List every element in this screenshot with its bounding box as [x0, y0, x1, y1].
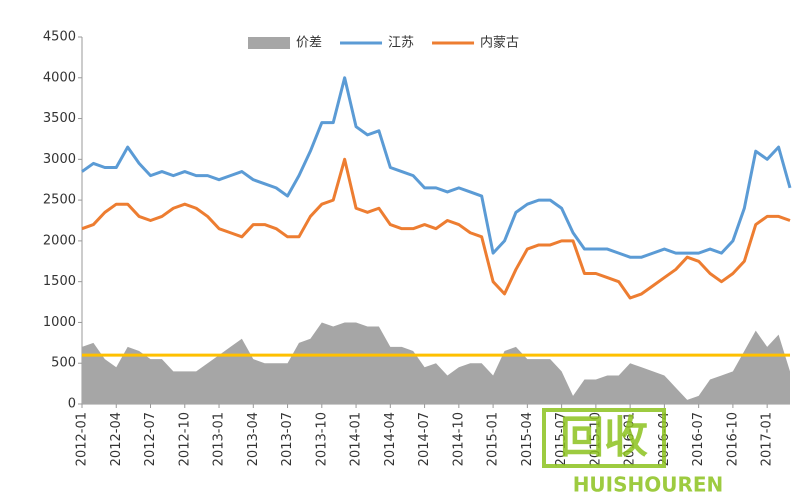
- watermark-text: 回收: [560, 412, 648, 463]
- legend-item: 江苏: [340, 35, 414, 51]
- x-tick-label: 2015-10: [588, 412, 603, 466]
- y-tick-label: 2000: [43, 233, 76, 248]
- x-tick-label: 2016-07: [691, 412, 706, 466]
- x-tick-label: 2013-01: [212, 412, 227, 466]
- x-tick-label: 2012-10: [177, 412, 192, 466]
- x-tick-label: 2013-04: [246, 412, 261, 466]
- x-tick-label: 2012-04: [109, 412, 124, 466]
- x-tick-label: 2016-10: [725, 412, 740, 466]
- y-tick-label: 3500: [43, 111, 76, 126]
- x-tick-label: 2014-07: [417, 412, 432, 466]
- legend-label: 价差: [296, 36, 322, 51]
- y-tick-label: 2500: [43, 193, 76, 208]
- legend-item: 价差: [248, 36, 322, 51]
- x-tick-label: 2012-01: [75, 412, 90, 466]
- x-tick-label: 2012-07: [143, 412, 158, 466]
- x-tick-label: 2014-04: [383, 412, 398, 466]
- line: [81, 76, 792, 259]
- x-tick-label: 2017-01: [760, 412, 775, 466]
- watermark-subtext: HUISHOUREN: [573, 473, 724, 497]
- legend-swatch: [248, 37, 290, 49]
- legend-label: 江苏: [388, 35, 414, 51]
- watermark-box: [542, 408, 666, 468]
- x-tick-label: 2015-04: [520, 412, 535, 466]
- x-tick-label: 2015-07: [554, 412, 569, 466]
- y-tick-label: 0: [68, 397, 76, 412]
- watermark: 回收 HUISHOUREN: [542, 408, 724, 497]
- line: [81, 157, 791, 300]
- area: [82, 322, 790, 404]
- legend-item: 内蒙古: [432, 35, 519, 51]
- y-tick-label: 4500: [43, 30, 76, 45]
- y-tick-label: 4000: [43, 70, 76, 85]
- x-tick-label: 2014-10: [451, 412, 466, 466]
- x-tick-label: 2015-01: [486, 412, 501, 466]
- y-tick-label: 500: [51, 356, 76, 371]
- x-tick-label: 2013-10: [314, 412, 329, 466]
- y-tick-label: 3000: [43, 152, 76, 167]
- y-tick-label: 1000: [43, 315, 76, 330]
- x-tick-label: 2013-07: [280, 412, 295, 466]
- x-tick-label: 2016-01: [623, 412, 638, 466]
- x-tick-label: 2014-01: [349, 412, 364, 466]
- legend-label: 内蒙古: [480, 35, 519, 51]
- y-tick-label: 1500: [43, 274, 76, 289]
